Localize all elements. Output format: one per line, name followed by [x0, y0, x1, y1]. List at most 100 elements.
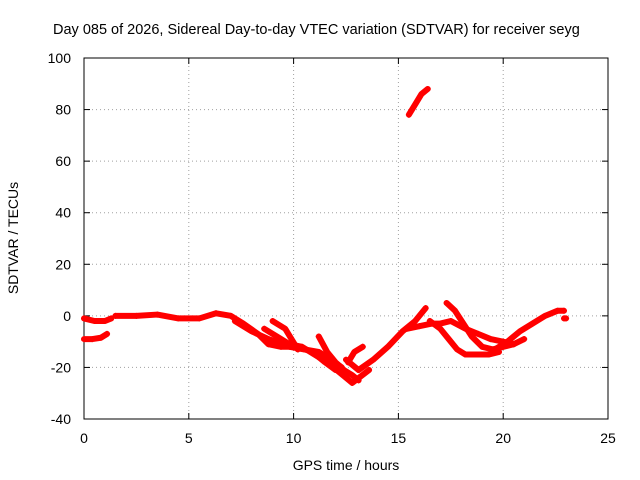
- data-point: [542, 312, 549, 319]
- data-point: [384, 343, 391, 350]
- data-point: [418, 91, 425, 98]
- y-tick-label: -20: [51, 359, 71, 375]
- data-point: [454, 346, 461, 353]
- series-line: [345, 343, 366, 366]
- x-tick-label: 20: [495, 430, 511, 446]
- data-point: [560, 307, 567, 314]
- chart-title: Day 085 of 2026, Sidereal Day-to-day VTE…: [53, 22, 580, 38]
- data-point: [324, 359, 331, 366]
- y-tick-label: 60: [55, 153, 71, 169]
- x-tick-label: 25: [600, 430, 616, 446]
- data-point: [521, 336, 528, 343]
- data-point: [340, 367, 347, 374]
- data-point: [227, 312, 234, 319]
- data-point: [460, 320, 467, 327]
- data-point: [175, 315, 182, 322]
- series-line: [403, 318, 517, 348]
- data-point: [412, 318, 419, 325]
- data-point: [315, 333, 322, 340]
- data-point: [437, 325, 444, 332]
- data-point: [422, 305, 429, 312]
- data-point: [355, 377, 362, 384]
- series-line: [491, 307, 567, 353]
- series-track-a: [81, 330, 111, 343]
- data-point: [349, 372, 356, 379]
- series-line: [81, 315, 115, 325]
- data-point: [91, 318, 98, 325]
- x-tick-label: 15: [391, 430, 407, 446]
- data-point: [269, 318, 276, 325]
- series-line: [405, 85, 431, 118]
- data-point: [282, 325, 289, 332]
- series-line: [81, 330, 111, 343]
- x-tick-label: 5: [185, 430, 193, 446]
- data-point: [479, 343, 486, 350]
- series-track-f: [269, 318, 301, 353]
- data-point: [104, 330, 111, 337]
- data-point: [462, 351, 469, 358]
- data-point: [81, 336, 87, 343]
- series-track-e: [261, 325, 373, 386]
- data-point: [359, 343, 366, 350]
- series-track-i: [345, 343, 366, 366]
- series-line: [315, 333, 362, 384]
- series-track-n: [405, 85, 431, 118]
- data-point: [475, 351, 482, 358]
- data-point: [485, 351, 492, 358]
- data-point: [426, 318, 433, 325]
- series-track-c: [112, 310, 345, 371]
- data-point: [332, 359, 339, 366]
- data-point: [97, 334, 104, 341]
- data-point: [351, 348, 358, 355]
- data-point: [196, 315, 203, 322]
- data-point: [516, 328, 523, 335]
- series-track-o: [560, 315, 570, 322]
- data-point: [298, 343, 305, 350]
- data-point: [324, 348, 331, 355]
- series-track-b: [81, 315, 115, 325]
- y-axis-label: SDTVAR / TECUs: [5, 182, 21, 294]
- data-point: [273, 333, 280, 340]
- data-point: [355, 367, 362, 374]
- data-point: [447, 318, 454, 325]
- data-point: [261, 325, 268, 332]
- data-point: [311, 351, 318, 358]
- y-tick-label: 40: [55, 205, 71, 221]
- series-line: [343, 305, 429, 374]
- series-line: [112, 310, 345, 371]
- data-point: [451, 307, 458, 314]
- data-point: [416, 323, 423, 330]
- plot-frame: [83, 57, 609, 420]
- data-point: [112, 312, 119, 319]
- data-point: [370, 356, 377, 363]
- data-point: [491, 346, 498, 353]
- data-point: [231, 318, 238, 325]
- data-point: [133, 312, 140, 319]
- data-point: [81, 315, 87, 322]
- series-track-g: [315, 333, 362, 384]
- data-point: [345, 359, 352, 366]
- series-track-k: [426, 318, 503, 358]
- data-point: [89, 336, 96, 343]
- data-point: [366, 367, 373, 374]
- data-point: [349, 379, 356, 386]
- data-point: [563, 315, 570, 322]
- data-point: [265, 336, 272, 343]
- data-point: [554, 307, 561, 314]
- data-point: [529, 320, 536, 327]
- series-track-h: [343, 305, 429, 374]
- data-point: [443, 299, 450, 306]
- y-tick-label: 100: [48, 50, 72, 66]
- data-point: [248, 328, 255, 335]
- data-point: [403, 325, 410, 332]
- series-track-l: [443, 299, 528, 353]
- data-point: [468, 333, 475, 340]
- data-point: [475, 330, 482, 337]
- data-point: [424, 85, 431, 92]
- x-axis-label: GPS time / hours: [293, 457, 400, 473]
- data-point: [154, 311, 161, 318]
- x-tick-label: 0: [80, 430, 88, 446]
- data-point: [101, 318, 108, 325]
